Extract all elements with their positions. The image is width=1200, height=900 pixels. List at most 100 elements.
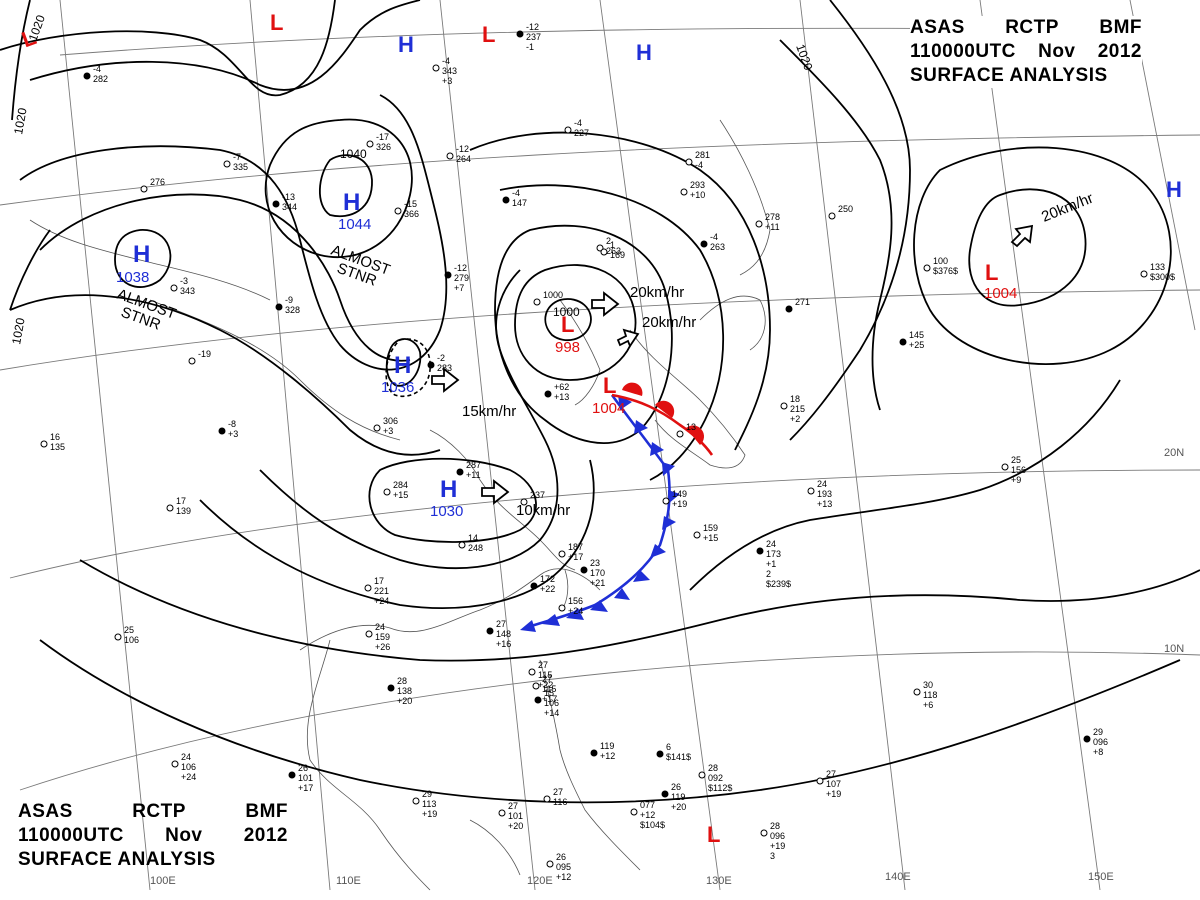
station-reading: 119 — [600, 741, 614, 751]
station-reading: 138 — [397, 686, 412, 696]
station-reading: 159 — [703, 523, 718, 533]
station-dot — [590, 749, 598, 757]
station-reading: +19 — [770, 841, 785, 851]
station-reading: $300$ — [1150, 272, 1175, 282]
station-reading: +12 — [640, 810, 655, 820]
station-reading: 248 — [468, 543, 483, 553]
station-reading: 187 — [568, 542, 583, 552]
cold-front-pip-9 — [614, 588, 630, 600]
station-dot — [364, 584, 372, 592]
station-reading: 100 — [933, 256, 948, 266]
station-reading: +17 — [542, 694, 557, 704]
station-reading: -12 — [526, 22, 539, 32]
station-dot — [596, 244, 604, 252]
station-reading: -3 — [180, 276, 188, 286]
station-reading: 237 — [530, 490, 545, 500]
isobar-1020-left-vert — [11, 0, 31, 121]
station-reading: 16 — [50, 432, 60, 442]
station-reading: +13 — [817, 499, 832, 509]
station-reading: 147 — [512, 198, 527, 208]
station-reading: +2 — [790, 414, 800, 424]
isobar-east-china-b — [199, 459, 595, 609]
station-dot — [387, 684, 395, 692]
station-dot — [223, 160, 231, 168]
latitude-label-20n: 20N — [1164, 447, 1184, 459]
cold-front-pip-5 — [668, 490, 680, 504]
title-year: 2012 — [1097, 41, 1142, 62]
station-reading: 2 — [606, 236, 611, 246]
station-reading: 26 — [671, 782, 681, 792]
isobar-label-1000: 1000 — [553, 305, 580, 319]
title-block-top-right: ASAS RCTP BMF 110000UTC Nov 2012 SURFACE… — [910, 16, 1142, 88]
station-reading: -8 — [228, 419, 236, 429]
low-center-998-value: 998 — [555, 339, 580, 356]
station-reading: 271 — [795, 297, 810, 307]
station-reading: 283 — [437, 363, 452, 373]
cold-front-triangles — [520, 395, 680, 632]
station-reading: 25 — [124, 625, 134, 635]
station-reading: 139 — [176, 506, 191, 516]
movement-arrows — [431, 224, 1034, 505]
isobar-south-wide — [39, 639, 1181, 804]
station-reading: 1000 — [543, 290, 563, 300]
station-dot — [676, 430, 684, 438]
station-reading: 24 — [766, 539, 776, 549]
station-dot — [456, 468, 464, 476]
cold-front — [520, 394, 680, 632]
station-reading: 096 — [770, 831, 785, 841]
longitude-line-100e — [59, 0, 151, 891]
warm-front-semicircle-3 — [686, 425, 705, 445]
station-dot — [756, 547, 764, 555]
station-reading: +21 — [590, 578, 605, 588]
station-reading: +9 — [1011, 475, 1021, 485]
station-reading: +11 — [765, 222, 780, 232]
title-block-bottom-left: ASAS RCTP BMF 110000UTC Nov 2012 SURFACE… — [18, 800, 288, 872]
station-dot — [661, 790, 669, 798]
station-reading: 148 — [496, 629, 511, 639]
title-month-bottom: Nov — [165, 825, 203, 846]
station-reading: 278 — [765, 212, 780, 222]
station-dot — [532, 682, 540, 690]
station-dot — [427, 361, 435, 369]
station-reading: -4 — [574, 118, 582, 128]
station-reading: +24 — [181, 772, 196, 782]
station-dot — [1001, 463, 1009, 471]
station-reading: +25 — [909, 340, 924, 350]
station-dot — [502, 196, 510, 204]
station-reading: 156 — [568, 596, 583, 606]
station-reading: 306 — [383, 416, 398, 426]
station-reading: +3 — [228, 429, 238, 439]
pressure-centers: H 1038 H 1044 H 1036 H 1030 H H H L 998 … — [18, 10, 1182, 847]
station-dot — [275, 303, 283, 311]
station-dots — [40, 30, 1148, 868]
station-dot — [373, 424, 381, 432]
station-reading: 106 — [124, 635, 139, 645]
cold-front-pip-7 — [650, 544, 666, 558]
movement-label-1030: 10km/hr — [516, 502, 570, 519]
station-reading: 135 — [50, 442, 65, 452]
station-reading: +26 — [375, 642, 390, 652]
station-reading: $104$ — [640, 820, 665, 830]
low-center-top-a-symbol: L — [270, 10, 283, 35]
station-dot — [516, 30, 524, 38]
low-center-998-symbol: L — [561, 312, 574, 337]
station-reading: 25 — [1011, 455, 1021, 465]
title-agency: ASAS — [910, 17, 965, 38]
station-reading: 096 — [1093, 737, 1108, 747]
title-office: BMF — [1099, 17, 1142, 38]
station-reading: -17 — [376, 132, 389, 142]
station-reading: 101 — [298, 773, 313, 783]
station-reading: +3 — [442, 76, 452, 86]
station-dot — [412, 797, 420, 805]
warm-front-semicircle-2 — [655, 400, 675, 418]
isobar-west-loop-2 — [0, 0, 336, 97]
station-reading: 282 — [93, 74, 108, 84]
station-dot — [498, 809, 506, 817]
isobar-south-wide-2 — [79, 559, 1200, 662]
station-dot — [432, 64, 440, 72]
isobar-outer-west-a — [19, 94, 448, 371]
coast-kamchatka — [719, 119, 771, 276]
movement-label-low-1004: 20km/hr — [642, 314, 696, 331]
